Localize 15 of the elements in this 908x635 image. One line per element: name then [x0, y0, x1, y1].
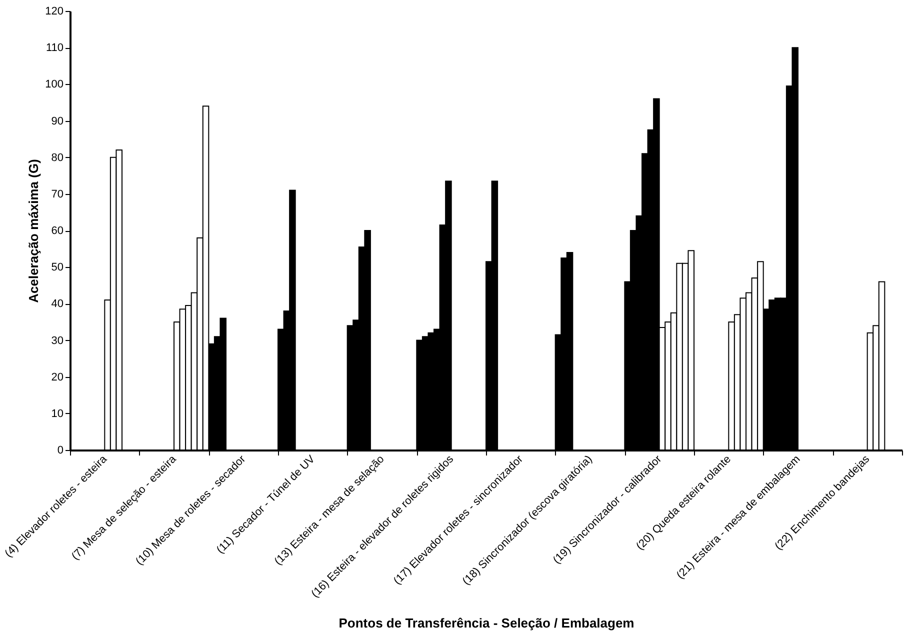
y-tick-label: 30: [51, 334, 64, 347]
y-tick-label: 120: [45, 6, 64, 18]
y-tick-label: 60: [51, 225, 64, 237]
y-tick-label: 100: [45, 78, 64, 91]
x-axis-title: Pontos de Transferência - Seleção / Embalagem: [338, 615, 634, 630]
y-tick-label: 90: [51, 115, 64, 128]
y-tick-label: 40: [51, 298, 64, 310]
y-axis-title: Aceleração máxima (G): [26, 159, 42, 303]
y-tick-label: 0: [57, 444, 64, 456]
y-tick-label: 70: [51, 188, 64, 200]
y-tick-label: 10: [51, 408, 64, 420]
y-tick-label: 110: [46, 42, 64, 54]
y-tick-label: 80: [51, 152, 64, 164]
y-tick-label: 50: [51, 262, 64, 274]
y-tick-label: 20: [51, 371, 64, 384]
